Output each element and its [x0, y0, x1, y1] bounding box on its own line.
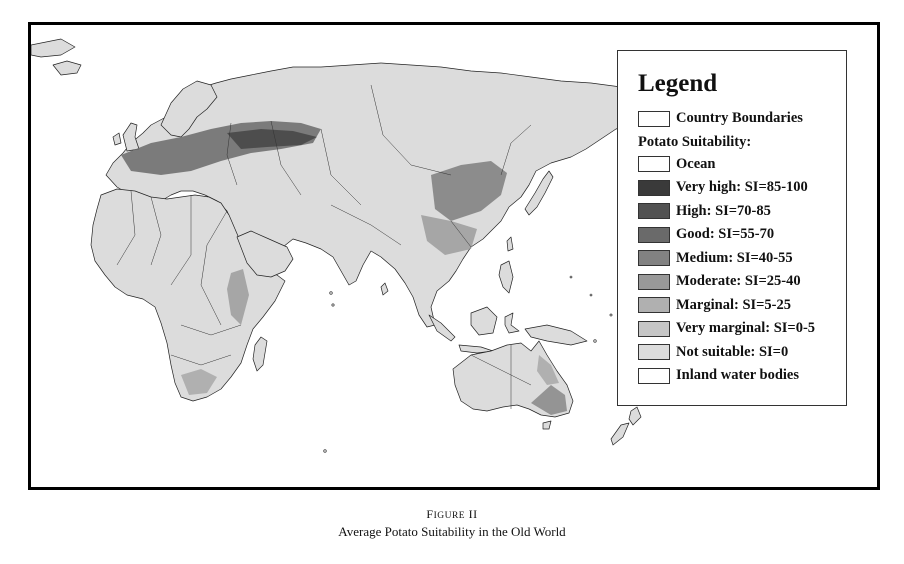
sulawesi-landmass: [504, 312, 520, 334]
world-map: [31, 38, 646, 453]
arabia-landmass: [236, 230, 294, 278]
legend-title: Legend: [638, 70, 718, 97]
legend-heading: Potato Suitability:: [638, 133, 752, 150]
legend-label: Not suitable: SI=0: [676, 343, 789, 360]
iceland-landmass: [52, 60, 82, 76]
legend-row: Ocean: [638, 153, 846, 177]
australia-east-marginal-suitability: [537, 355, 559, 385]
country-boundaries: [116, 84, 532, 409]
australia-southeast-suitability: [531, 385, 567, 415]
legend-swatch-boundaries: [638, 110, 670, 127]
legend-row: High: SI=70-85: [638, 200, 846, 224]
britain-landmass: [122, 122, 140, 152]
borneo-landmass: [470, 306, 498, 336]
new-zealand-north: [628, 406, 642, 426]
srilanka-landmass: [380, 282, 389, 296]
legend-row: Marginal: SI=5-25: [638, 294, 846, 318]
taiwan-landmass: [506, 236, 514, 252]
figure-caption: Average Potato Suitability in the Old Wo…: [338, 524, 566, 539]
legend-label: Good: SI=55-70: [676, 226, 775, 243]
map-legend: Legend Country Boundaries Potato Suitabi…: [617, 50, 847, 406]
legend-swatch: [638, 320, 670, 337]
new-guinea-landmass: [524, 324, 588, 346]
greenland-landmass: [31, 38, 76, 58]
japan-landmass: [524, 170, 554, 216]
legend-row: Not suitable: SI=0: [638, 341, 846, 365]
legend-swatch: [638, 156, 670, 173]
legend-swatch: [638, 273, 670, 290]
legend-label: Ocean: [676, 155, 716, 172]
legend-swatch: [638, 297, 670, 314]
new-zealand-south: [610, 422, 630, 446]
legend-label: Marginal: SI=5-25: [676, 296, 791, 313]
scandinavia-landmass: [160, 80, 218, 138]
legend-label: Medium: SI=40-55: [676, 249, 793, 266]
legend-swatch: [638, 179, 670, 196]
legend-swatch: [638, 344, 670, 361]
legend-swatch: [638, 203, 670, 220]
figure-label-rest: IGURE: [433, 511, 466, 521]
legend-row: Good: SI=55-70: [638, 223, 846, 247]
legend-label: Inland water bodies: [676, 367, 800, 384]
sumatra-landmass: [428, 314, 456, 342]
china-moderate-suitability: [421, 215, 477, 255]
legend-label: Very high: SI=85-100: [676, 179, 808, 196]
figure-label-first: F: [426, 507, 434, 521]
legend-row: Very high: SI=85-100: [638, 176, 846, 200]
tasmania-landmass: [542, 420, 552, 430]
philippines-landmass: [498, 260, 514, 294]
legend-swatch: [638, 367, 670, 384]
landmasses: [31, 38, 646, 446]
russia-very-high-suitability: [227, 129, 317, 149]
legend-label: High: SI=70-85: [676, 202, 771, 219]
legend-label: Very marginal: SI=0-5: [676, 320, 816, 337]
legend-row-boundaries: Country Boundaries: [638, 107, 846, 131]
madagascar-landmass: [252, 336, 268, 372]
suitability-shading: [121, 121, 567, 415]
legend-swatch: [638, 250, 670, 267]
legend-label-boundaries: Country Boundaries: [676, 110, 803, 127]
legend-row: Moderate: SI=25-40: [638, 270, 846, 294]
figure-label: FIGURE II: [0, 507, 904, 522]
small-islands: [323, 275, 613, 453]
africa-landmass: [90, 188, 286, 402]
ireland-landmass: [112, 132, 122, 146]
legend-classes: Ocean Very high: SI=85-100 High: SI=70-85 G…: [638, 153, 846, 388]
china-good-suitability: [431, 161, 507, 221]
legend-label: Moderate: SI=25-40: [676, 273, 801, 290]
southafrica-marginal-suitability: [181, 369, 217, 395]
legend-row: Inland water bodies: [638, 364, 846, 388]
figure-number: II: [468, 507, 478, 521]
legend-row: Very marginal: SI=0-5: [638, 317, 846, 341]
legend-row: Medium: SI=40-55: [638, 247, 846, 271]
eastafrica-moderate-suitability: [227, 269, 249, 325]
legend-swatch: [638, 226, 670, 243]
